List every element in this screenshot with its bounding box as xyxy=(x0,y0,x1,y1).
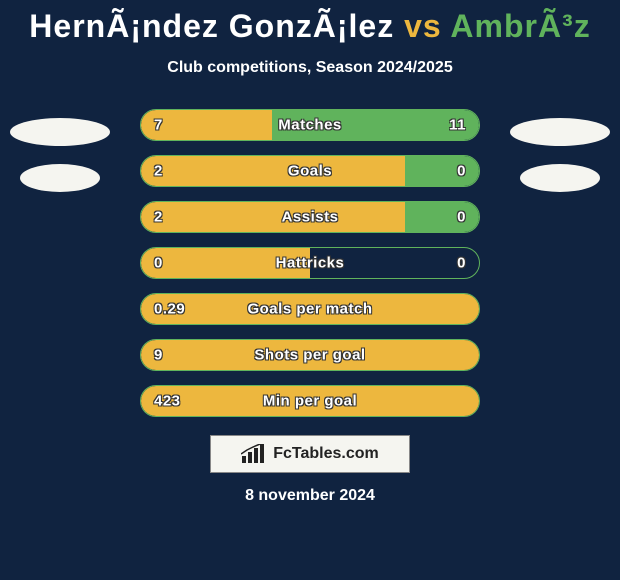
comparison-bars: 7 Matches 11 2 Goals 0 2 Assists 0 0 Hattricks 0 0.2… xyxy=(140,109,480,417)
title-player2: AmbrÃ³z xyxy=(450,8,590,44)
footer-logo: FcTables.com xyxy=(210,435,410,473)
title-vs: vs xyxy=(404,8,442,44)
bar-row: 9 Shots per goal xyxy=(140,339,480,371)
bar-row: 2 Assists 0 xyxy=(140,201,480,233)
bar-row: 423 Min per goal xyxy=(140,385,480,417)
bar-label: Assists xyxy=(282,209,339,226)
bar-label: Shots per goal xyxy=(254,347,365,364)
bar-value-player2: 11 xyxy=(449,117,466,134)
avatar-player2 xyxy=(510,118,610,188)
bar-label: Matches xyxy=(278,117,342,134)
subtitle: Club competitions, Season 2024/2025 xyxy=(0,59,620,77)
bar-label: Hattricks xyxy=(276,255,345,272)
bar-value-player2: 0 xyxy=(457,255,466,272)
bar-fill-player2 xyxy=(405,156,479,186)
title-player1: HernÃ¡ndez GonzÃ¡lez xyxy=(29,8,394,44)
bar-fill-player1 xyxy=(141,202,405,232)
footer-date: 8 november 2024 xyxy=(0,487,620,505)
header: HernÃ¡ndez GonzÃ¡lez vs AmbrÃ³z Club com… xyxy=(0,0,620,77)
bar-label: Min per goal xyxy=(263,393,357,410)
bar-value-player1: 0.29 xyxy=(154,301,185,318)
bar-row: 2 Goals 0 xyxy=(140,155,480,187)
bar-value-player1: 2 xyxy=(154,209,163,226)
bar-fill-player2 xyxy=(405,202,479,232)
bar-value-player1: 0 xyxy=(154,255,163,272)
bar-row: 7 Matches 11 xyxy=(140,109,480,141)
bar-value-player1: 9 xyxy=(154,347,163,364)
bar-value-player1: 7 xyxy=(154,117,163,134)
bar-value-player1: 2 xyxy=(154,163,163,180)
bar-value-player2: 0 xyxy=(457,163,466,180)
bar-label: Goals xyxy=(288,163,332,180)
bar-label: Goals per match xyxy=(247,301,372,318)
footer-logo-text: FcTables.com xyxy=(273,445,379,463)
bar-row: 0 Hattricks 0 xyxy=(140,247,480,279)
bar-row: 0.29 Goals per match xyxy=(140,293,480,325)
bar-value-player1: 423 xyxy=(154,393,181,410)
bar-fill-player1 xyxy=(141,156,405,186)
bar-value-player2: 0 xyxy=(457,209,466,226)
page-title: HernÃ¡ndez GonzÃ¡lez vs AmbrÃ³z xyxy=(0,8,620,45)
avatar-player1 xyxy=(10,118,110,188)
chart-icon xyxy=(241,444,267,464)
